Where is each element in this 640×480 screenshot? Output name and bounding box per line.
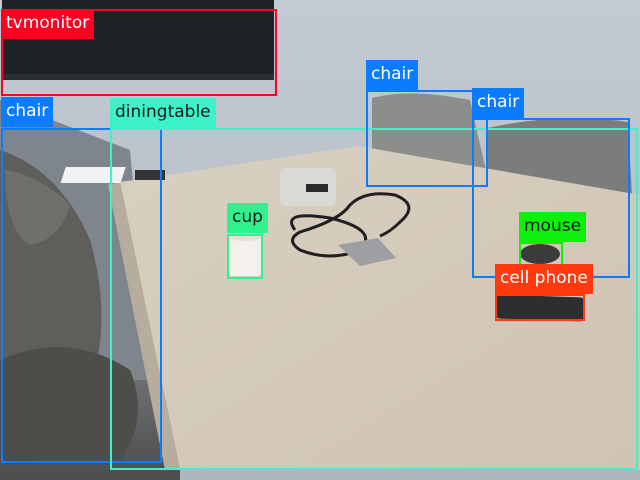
marker-pattern (135, 170, 165, 180)
detection-label-tvmonitor: tvmonitor (1, 9, 95, 39)
detection-box-cell-phone (495, 294, 585, 321)
detection-label-cell-phone: cell phone (495, 264, 593, 294)
detection-label-diningtable: diningtable (110, 98, 216, 128)
device-plate (338, 238, 396, 266)
table-edge (108, 182, 180, 470)
detection-box-tvmonitor (1, 9, 277, 96)
chair-left-top (5, 170, 70, 245)
cup-body (229, 236, 261, 276)
detection-box-mouse (519, 242, 563, 266)
detection-box-chair (366, 90, 488, 187)
tv-bezel-bottom (2, 74, 274, 80)
mouse-body (520, 244, 560, 264)
detection-label-chair: chair (1, 97, 54, 127)
detection-box-cup (227, 234, 263, 279)
detection-box-diningtable (110, 128, 638, 470)
detection-label-mouse: mouse (519, 212, 587, 242)
phone-body (495, 294, 585, 322)
detection-label-cup: cup (227, 203, 268, 233)
chair-left-seat (0, 347, 138, 465)
detection-label-chair: chair (366, 60, 419, 90)
marker-card (60, 167, 126, 183)
detection-box-chair (1, 128, 162, 463)
cable (290, 192, 411, 258)
box-inner (306, 184, 328, 192)
detection-label-chair: chair (472, 88, 525, 118)
